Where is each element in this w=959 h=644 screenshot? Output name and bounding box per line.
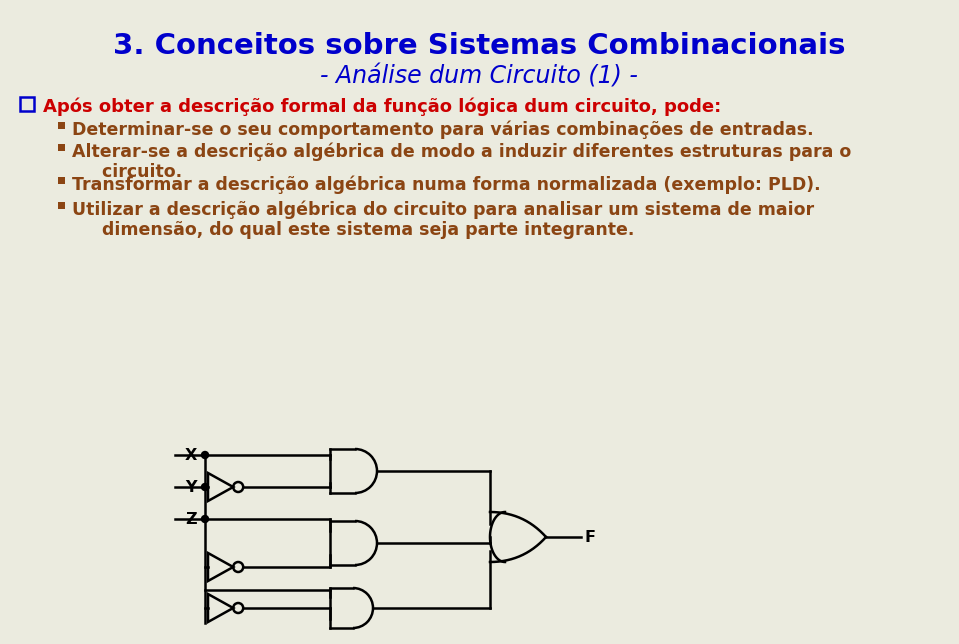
Circle shape (201, 451, 208, 459)
Text: Z: Z (185, 511, 197, 527)
Text: 3. Conceitos sobre Sistemas Combinacionais: 3. Conceitos sobre Sistemas Combinaciona… (113, 32, 845, 60)
Text: Determinar-se o seu comportamento para várias combinações de entradas.: Determinar-se o seu comportamento para v… (72, 120, 813, 138)
Text: F: F (584, 529, 595, 544)
Text: Y: Y (185, 480, 197, 495)
Bar (20, 97, 34, 111)
Bar (58, 177, 65, 184)
Bar (58, 144, 65, 151)
Bar (58, 122, 65, 129)
Text: Transformar a descrição algébrica numa forma normalizada (exemplo: PLD).: Transformar a descrição algébrica numa f… (72, 175, 821, 193)
Text: Após obter a descrição formal da função lógica dum circuito, pode:: Após obter a descrição formal da função … (43, 97, 721, 115)
Bar (58, 202, 65, 209)
Circle shape (201, 484, 208, 491)
Text: Utilizar a descrição algébrica do circuito para analisar um sistema de maior
   : Utilizar a descrição algébrica do circui… (72, 200, 814, 240)
Circle shape (201, 515, 208, 522)
Text: Alterar-se a descrição algébrica de modo a induzir diferentes estruturas para o
: Alterar-se a descrição algébrica de modo… (72, 142, 852, 182)
Text: - Análise dum Circuito (1) -: - Análise dum Circuito (1) - (320, 64, 638, 88)
Text: X: X (185, 448, 197, 462)
